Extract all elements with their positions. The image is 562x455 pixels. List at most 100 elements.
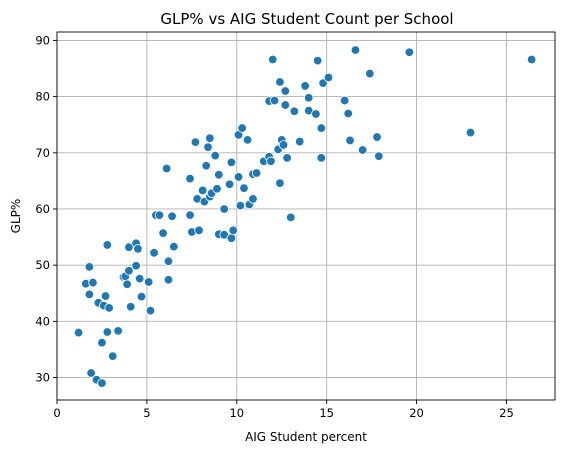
data-point (201, 161, 211, 171)
data-point (248, 194, 258, 204)
data-point (233, 172, 244, 182)
data-point (214, 170, 224, 180)
data-point (133, 244, 143, 254)
data-point (226, 157, 237, 168)
chart-title: GLP% vs AIG Student Count per School (160, 10, 453, 28)
x-tick-label: 20 (409, 406, 424, 420)
data-point (318, 78, 328, 88)
data-point (149, 248, 159, 258)
data-point (239, 183, 249, 193)
data-point (465, 127, 476, 138)
data-point (372, 132, 382, 142)
data-point (197, 185, 208, 196)
data-point (194, 225, 204, 236)
data-point (275, 178, 285, 188)
data-point (526, 54, 537, 65)
plot-frame (56, 31, 556, 401)
data-point (339, 95, 350, 106)
data-point (113, 326, 123, 336)
data-point (212, 184, 222, 194)
data-point (365, 68, 375, 79)
y-axis-label: GLP% (9, 199, 23, 234)
data-point (154, 210, 165, 220)
data-point (242, 135, 253, 145)
data-point (104, 303, 114, 313)
y-tick-label: 90 (35, 33, 50, 47)
data-point (161, 163, 172, 174)
x-tick-label: 5 (143, 406, 150, 420)
y-tick-label: 60 (35, 202, 50, 216)
data-point (268, 54, 278, 65)
y-axis: 30 40 50 60 70 80 90 (35, 33, 57, 385)
data-point (286, 212, 296, 223)
data-point (316, 153, 326, 163)
y-tick-label: 40 (35, 314, 50, 328)
data-point (108, 351, 118, 361)
data-point (404, 47, 415, 57)
data-point (303, 93, 314, 103)
data-point (131, 261, 141, 271)
data-point (350, 45, 361, 55)
data-point (185, 173, 195, 184)
data-point (100, 291, 111, 301)
data-point (280, 100, 291, 110)
data-point (219, 204, 229, 214)
data-point (374, 151, 384, 161)
data-point (237, 123, 247, 133)
y-tick-label: 50 (35, 258, 50, 272)
data-point (228, 225, 238, 236)
x-axis: 0 5 10 15 20 25 (53, 400, 514, 420)
y-tick-label: 70 (35, 146, 50, 160)
data-point (169, 241, 179, 252)
data-point (158, 228, 168, 238)
data-point (163, 256, 174, 266)
data-point (185, 210, 195, 220)
data-point (167, 211, 177, 221)
data-point (97, 378, 107, 388)
x-tick-label: 15 (319, 406, 334, 420)
data-point (163, 275, 174, 285)
data-point (278, 140, 289, 150)
data-point (312, 55, 323, 66)
data-point (224, 179, 235, 189)
data-point (124, 266, 134, 276)
data-point (282, 153, 292, 163)
data-point (316, 123, 326, 133)
data-point (345, 135, 355, 146)
data-point (235, 200, 246, 211)
data-point (226, 233, 237, 243)
y-tick-label: 80 (35, 90, 50, 104)
data-point (97, 337, 107, 348)
data-point (143, 277, 154, 287)
grid (56, 32, 555, 400)
data-point (135, 273, 145, 284)
data-point (251, 168, 262, 178)
data-point (84, 289, 95, 300)
data-point (343, 108, 353, 119)
data-point (122, 279, 132, 289)
x-axis-label: AIG Student percent (245, 430, 367, 444)
data-point (88, 277, 98, 288)
data-point (275, 77, 285, 87)
data-point (124, 242, 134, 252)
data-point (102, 327, 113, 337)
data-point (357, 145, 368, 155)
data-point (84, 262, 95, 272)
data-point (102, 240, 113, 250)
data-point (280, 86, 291, 96)
data-point (311, 109, 321, 119)
data-point (145, 305, 156, 316)
y-tick-label: 30 (35, 371, 50, 385)
x-tick-label: 10 (229, 406, 244, 420)
data-point (210, 150, 220, 161)
data-point (203, 142, 213, 152)
data-point (300, 81, 310, 91)
data-point (295, 136, 305, 147)
data-point (323, 72, 334, 83)
x-tick-label: 25 (499, 406, 514, 420)
data-point (126, 302, 136, 312)
data-point (73, 327, 84, 338)
data-point (205, 133, 215, 143)
x-tick-label: 0 (53, 406, 60, 420)
